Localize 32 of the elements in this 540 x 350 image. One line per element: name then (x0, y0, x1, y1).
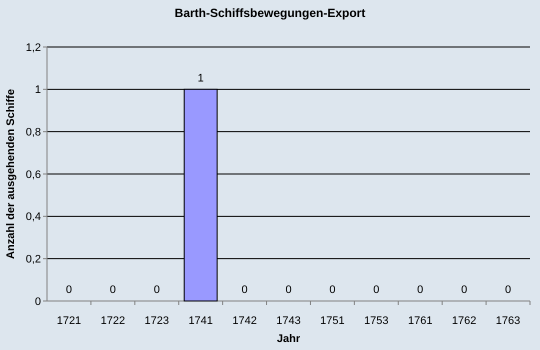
y-tick-label: 0 (34, 296, 41, 308)
x-tick-label: 1761 (408, 315, 432, 327)
data-label: 0 (154, 284, 160, 296)
x-tick-label: 1741 (188, 315, 213, 327)
chart-title: Barth-Schiffsbewegungen-Export (174, 6, 366, 20)
y-axis-title: Anzahl der ausgehenden Schiffe (5, 89, 17, 259)
data-label: 0 (461, 284, 468, 296)
y-tick-label: 0,2 (26, 254, 41, 266)
x-tick-label: 1751 (320, 315, 345, 327)
data-label: 0 (373, 284, 380, 296)
x-tick-label: 1721 (56, 315, 82, 327)
x-axis-title: Jahr (276, 333, 301, 345)
data-label: 0 (66, 284, 72, 296)
x-tick-label: 1763 (496, 315, 520, 327)
data-label: 1 (198, 72, 204, 84)
y-tick-label: 1,2 (26, 42, 41, 54)
x-tick-label: 1743 (276, 315, 301, 327)
data-label: 0 (504, 284, 512, 296)
data-label: 0 (417, 284, 424, 296)
data-label: 0 (110, 284, 116, 296)
x-tick-label: 1762 (452, 315, 476, 327)
y-tick-label: 0,8 (26, 126, 41, 139)
x-tick-label: 1742 (232, 315, 257, 327)
y-tick-label: 0,6 (26, 168, 41, 181)
x-tick-label: 1722 (100, 315, 126, 327)
y-tick-label: 1 (34, 84, 41, 96)
y-tick-label: 0,4 (26, 211, 41, 224)
data-label: 0 (242, 284, 248, 296)
x-tick-label: 1753 (364, 315, 389, 327)
data-label: 0 (329, 284, 336, 296)
data-label: 0 (285, 284, 292, 296)
x-tick-label: 1723 (144, 315, 170, 327)
